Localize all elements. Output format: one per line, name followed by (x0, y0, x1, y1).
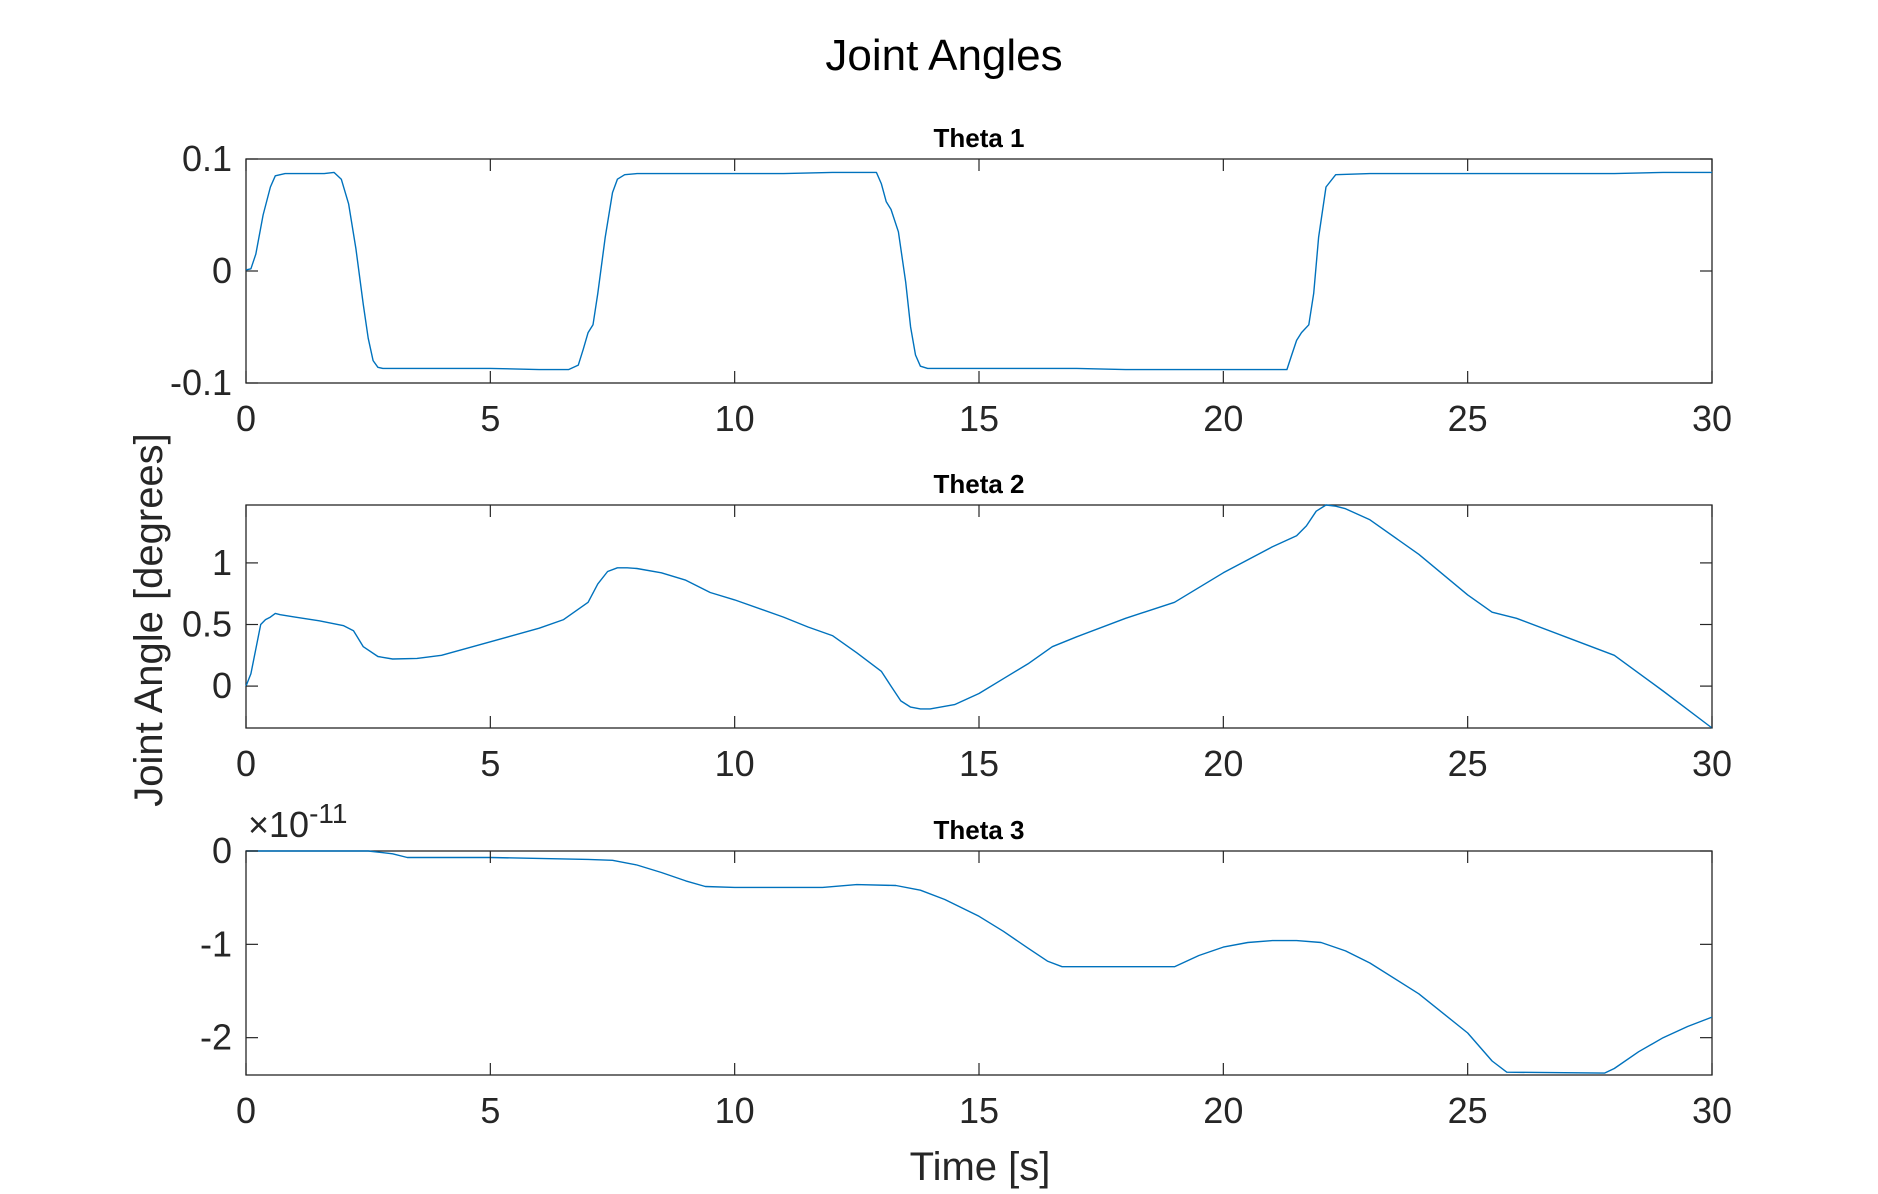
x-tick-label-3-1: 5 (480, 1090, 500, 1131)
subplot-title-2: Theta 2 (933, 469, 1024, 499)
figure-title: Joint Angles (825, 31, 1062, 80)
y-tick-label-1-2: 0.1 (182, 138, 232, 179)
x-tick-label-3-5: 25 (1448, 1090, 1488, 1131)
axes-box-1 (245, 158, 1713, 384)
y-tick-label-2-2: 1 (212, 542, 232, 583)
subplot-title-3: Theta 3 (933, 815, 1024, 845)
y-tick-label-2-1: 0.5 (182, 604, 232, 645)
y-tick-label-3-0: -2 (200, 1017, 232, 1058)
y-tick-label-2-0: 0 (212, 665, 232, 706)
x-tick-label-2-3: 15 (959, 743, 999, 784)
x-tick-label-2-4: 20 (1203, 743, 1243, 784)
series-line-theta-1 (245, 171, 1712, 371)
x-axis-label: Time [s] (910, 1145, 1051, 1189)
x-tick-label-1-0: 0 (236, 398, 256, 439)
axes-box-3 (245, 850, 1713, 1076)
x-tick-label-2-1: 5 (480, 743, 500, 784)
series-line-theta-2 (245, 504, 1713, 729)
y-axis-label: Joint Angle [degrees] (127, 433, 171, 807)
x-tick-label-3-6: 30 (1692, 1090, 1732, 1131)
x-tick-label-1-3: 15 (959, 398, 999, 439)
series-line-theta-3 (246, 850, 1713, 1074)
x-tick-label-1-2: 10 (715, 398, 755, 439)
y-exponent-label-3: ×10-11 (248, 798, 347, 845)
y-tick-label-3-1: -1 (200, 923, 232, 964)
x-tick-label-3-0: 0 (236, 1090, 256, 1131)
subplot-theta-3: 0 5 10 15 20 25 30 -2 -1 0 Theta 3 ×10-11 (200, 798, 1732, 1131)
y-tick-label-1-1: 0 (212, 250, 232, 291)
x-tick-label-3-3: 15 (959, 1090, 999, 1131)
y-tick-label-1-0: -0.1 (170, 362, 232, 403)
y-exponent-power-3: -11 (309, 798, 347, 829)
x-tick-label-1-4: 20 (1203, 398, 1243, 439)
y-tick-label-3-2: 0 (212, 830, 232, 871)
x-tick-label-2-2: 10 (715, 743, 755, 784)
x-tick-label-3-4: 20 (1203, 1090, 1243, 1131)
x-tick-label-1-1: 5 (480, 398, 500, 439)
x-tick-label-3-2: 10 (715, 1090, 755, 1131)
subplot-title-1: Theta 1 (933, 123, 1024, 153)
x-tick-label-2-6: 30 (1692, 743, 1732, 784)
x-tick-label-2-5: 25 (1448, 743, 1488, 784)
x-tick-label-1-6: 30 (1692, 398, 1732, 439)
x-tick-label-2-0: 0 (236, 743, 256, 784)
axes-box-2 (245, 504, 1713, 729)
subplot-theta-1: 0 5 10 15 20 25 30-0.100.1 Theta 1 (170, 123, 1732, 439)
x-tick-label-1-5: 25 (1448, 398, 1488, 439)
subplot-theta-2: 0 5 10 15 20 25 30 0 0.5 1 Theta 2 (182, 469, 1732, 784)
